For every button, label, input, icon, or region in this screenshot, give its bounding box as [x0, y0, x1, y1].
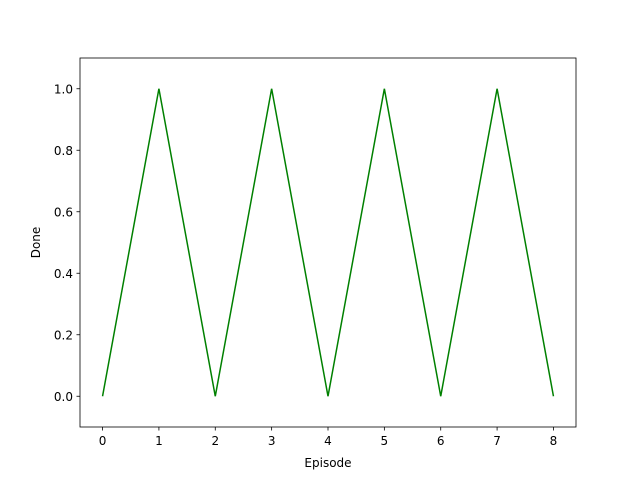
- x-tick-label: 2: [211, 434, 219, 448]
- x-axis-title: Episode: [304, 456, 351, 470]
- plot-layer: 0 1 2 3 4 5 6 7 8 0.0 0.2 0.4 0.6 0.8 1.0: [54, 57, 577, 448]
- y-tick-label: 0.2: [54, 328, 73, 342]
- y-tick-label: 0.4: [54, 267, 73, 281]
- x-tick-label: 4: [324, 434, 332, 448]
- y-tick-label: 0.0: [54, 390, 73, 404]
- series-line-0: [101, 88, 555, 397]
- x-tick-label: 5: [381, 434, 389, 448]
- x-tick-label: 8: [550, 434, 558, 448]
- y-tick-label: 0.6: [54, 205, 73, 219]
- x-tick-label: 7: [493, 434, 501, 448]
- x-tick-label: 6: [437, 434, 445, 448]
- y-axis-title: Done: [29, 227, 43, 259]
- y-tick-label: 1.0: [54, 82, 73, 96]
- y-tick-label: 0.8: [54, 144, 73, 158]
- x-tick-label: 1: [155, 434, 163, 448]
- x-tick-label: 3: [268, 434, 276, 448]
- x-tick-label: 0: [99, 434, 107, 448]
